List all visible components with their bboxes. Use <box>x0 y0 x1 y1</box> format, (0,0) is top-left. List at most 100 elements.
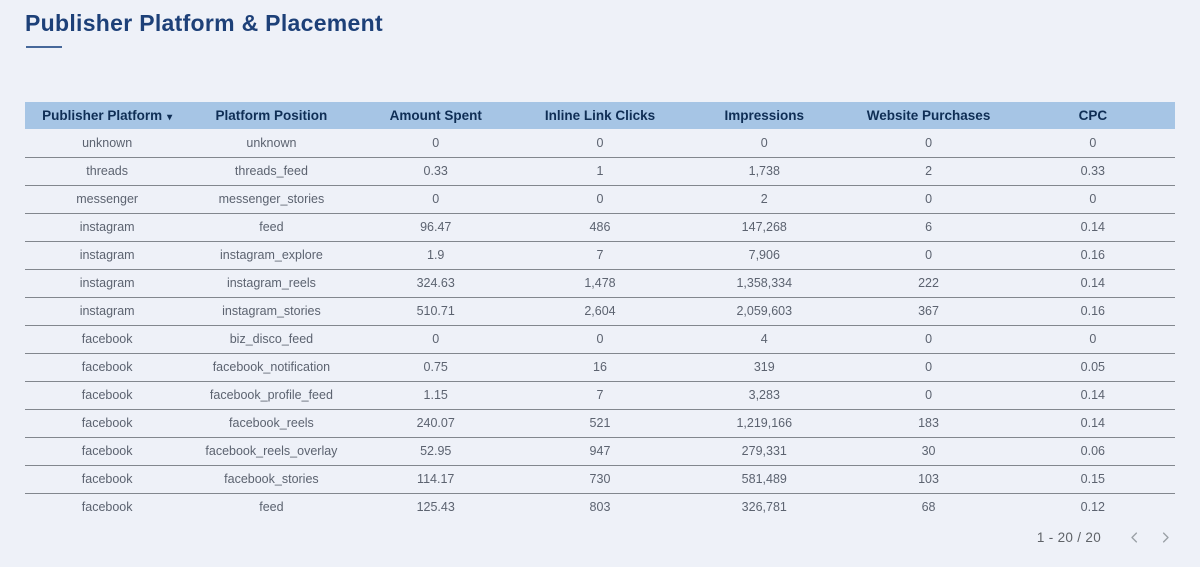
column-header-cpc[interactable]: CPC <box>1010 102 1175 129</box>
chevron-right-icon <box>1162 532 1169 543</box>
table-cell: instagram <box>25 269 190 298</box>
table-cell: 1,738 <box>682 157 847 186</box>
table-cell: 0 <box>846 241 1011 270</box>
table-cell: 103 <box>846 465 1011 494</box>
table-cell: 7,906 <box>682 241 847 270</box>
table-cell: 730 <box>517 465 683 494</box>
table-cell: 0 <box>846 353 1011 382</box>
table-row: facebook facebook_profile_feed 1.15 7 3,283 0… <box>25 381 1175 410</box>
table-row: unknown unknown 0 0 0 0 0 <box>25 129 1175 158</box>
table-cell: 803 <box>589 500 611 515</box>
table-cell: 0 <box>846 129 1011 158</box>
sort-descending-icon: ▾ <box>167 112 173 123</box>
table-cell: unknown <box>189 129 354 158</box>
table-cell: 947 <box>517 437 683 466</box>
table-cell: 0 <box>353 129 518 158</box>
table-row: facebook facebook_reels 240.07 521 1,219,166… <box>25 409 1175 438</box>
table-cell: 0 <box>846 185 1011 214</box>
table-cell: instagram_stories <box>189 297 354 326</box>
table-cell: 0.75 <box>353 353 518 382</box>
column-header-label: Publisher Platform <box>42 108 163 123</box>
table-cell: 0 <box>353 185 518 214</box>
table-row: facebook facebook_notification 0.75 16 319 0 0… <box>25 353 1175 382</box>
table-cell: 0.14 <box>1010 409 1175 438</box>
table-row: instagram instagram_reels 324.63 1,478 1,358… <box>25 269 1175 298</box>
table-cell: feed <box>189 213 354 242</box>
table-cell: 6 <box>846 213 1011 242</box>
publisher-platform-table: Publisher Platform ▾ Platform Position Am… <box>25 102 1175 521</box>
table-cell: facebook <box>25 465 190 494</box>
table-cell: 52.95 <box>353 437 518 466</box>
table-cell: 0 <box>353 325 518 354</box>
table-row: instagram instagram_explore 1.9 7 7,906 0 0.16 <box>25 241 1175 270</box>
table-row: instagram feed 96.47 486 147,268 6 0.14 <box>25 213 1175 242</box>
table-cell: 1,478 <box>517 269 683 298</box>
table-cell: 16 <box>517 353 683 382</box>
table-cell: instagram <box>25 213 190 242</box>
table-body: unknown unknown 0 0 0 0 0 threads threads_feed 0.… <box>25 129 1175 521</box>
table-cell: facebook_reels_overlay <box>189 437 354 466</box>
table-cell: 326,781 <box>741 500 787 515</box>
table-cell: 2 <box>682 185 847 214</box>
column-header-website-purchases[interactable]: Website Purchases <box>846 102 1011 129</box>
table-cell: 4 <box>682 325 847 354</box>
title-underline <box>26 46 62 48</box>
table-cell: 183 <box>846 409 1011 438</box>
table-cell: 324.63 <box>353 269 518 298</box>
table-cell: facebook <box>25 409 190 438</box>
table-cell: facebook <box>25 437 190 466</box>
table-cell: facebook <box>25 353 190 382</box>
table-row: threads threads_feed 0.33 1 1,738 2 0.33 <box>25 157 1175 186</box>
table-cell: biz_disco_feed <box>189 325 354 354</box>
table-cell: 0.33 <box>1010 157 1175 186</box>
table-cell: instagram <box>25 297 190 326</box>
table-cell: messenger <box>25 185 190 214</box>
table-cell: 0 <box>1010 185 1175 214</box>
table-cell: 240.07 <box>353 409 518 438</box>
table-cell: 1.9 <box>353 241 518 270</box>
column-header-impressions[interactable]: Impressions <box>682 102 847 129</box>
table-cell: 7 <box>517 241 683 270</box>
table-cell: 0.12 <box>1080 500 1106 515</box>
table-cell: 0.14 <box>1010 269 1175 298</box>
table-cell: 0 <box>517 325 683 354</box>
table-cell: 2,604 <box>517 297 683 326</box>
table-cell: 3,283 <box>682 381 847 410</box>
table-cell: facebook_reels <box>189 409 354 438</box>
column-header-publisher-platform[interactable]: Publisher Platform ▾ <box>25 102 190 129</box>
column-header-platform-position[interactable]: Platform Position <box>189 102 354 129</box>
table-cell: 2,059,603 <box>682 297 847 326</box>
table-cell: 1,358,334 <box>682 269 847 298</box>
table-cell: messenger_stories <box>189 185 354 214</box>
table-cell: 486 <box>517 213 683 242</box>
previous-page-button[interactable] <box>1125 528 1144 547</box>
table-cell: 1 <box>517 157 683 186</box>
table-cell: facebook <box>81 500 133 515</box>
table-cell: 0 <box>846 325 1011 354</box>
table-cell: 0 <box>682 129 847 158</box>
table-row: messenger messenger_stories 0 0 2 0 0 <box>25 185 1175 214</box>
table-cell: 125.43 <box>416 500 455 515</box>
table-cell: 0.15 <box>1010 465 1175 494</box>
next-page-button[interactable] <box>1156 528 1175 547</box>
table-cell: 1,219,166 <box>682 409 847 438</box>
table-cell: 96.47 <box>353 213 518 242</box>
table-cell: facebook_stories <box>189 465 354 494</box>
table-cell: 0.05 <box>1010 353 1175 382</box>
table-cell: 0.16 <box>1010 297 1175 326</box>
table-cell: 319 <box>682 353 847 382</box>
table-row: facebook feed 125.43 803 326,781 68 0.12 <box>25 493 1175 521</box>
table-row: instagram instagram_stories 510.71 2,604 2,0… <box>25 297 1175 326</box>
table-cell: 0 <box>1010 129 1175 158</box>
pagination-controls <box>1125 528 1175 547</box>
table-cell: 0 <box>517 129 683 158</box>
table-cell: facebook_profile_feed <box>189 381 354 410</box>
column-header-amount-spent[interactable]: Amount Spent <box>353 102 518 129</box>
pagination-range-label: 1 - 20 / 20 <box>1036 530 1101 545</box>
table-cell: 0 <box>1010 325 1175 354</box>
table-cell: 367 <box>846 297 1011 326</box>
chevron-left-icon <box>1131 532 1138 543</box>
table-cell: facebook_notification <box>189 353 354 382</box>
column-header-inline-link-clicks[interactable]: Inline Link Clicks <box>517 102 683 129</box>
